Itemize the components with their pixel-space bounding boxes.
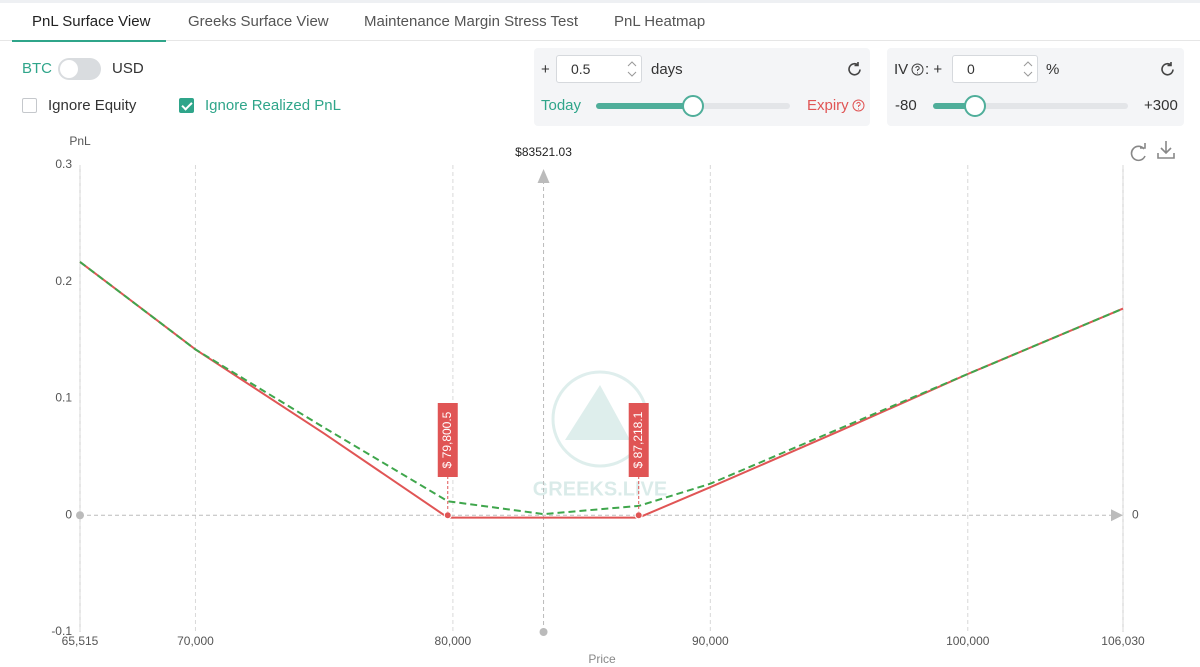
y-tick-label: -0.1: [51, 624, 72, 638]
breakeven-label: $ 79,800.5: [440, 411, 454, 468]
tab[interactable]: Maintenance Margin Stress Test: [364, 13, 578, 30]
iv-label: IV: [894, 61, 909, 78]
help-icon[interactable]: [852, 99, 865, 112]
checkbox-label[interactable]: Ignore Realized PnL: [205, 97, 341, 114]
spinner[interactable]: [1023, 59, 1033, 79]
help-icon[interactable]: [911, 63, 924, 76]
chart-icons: [1130, 141, 1175, 162]
zero-label: 0: [1132, 507, 1139, 521]
currency-toggle[interactable]: [58, 58, 101, 80]
checkbox-label[interactable]: Ignore Equity: [48, 97, 137, 114]
current-price-dot: [539, 628, 548, 636]
series-line: [79, 261, 1124, 516]
zero-dot: [76, 511, 84, 520]
slider-fill: [933, 103, 974, 109]
checkbox[interactable]: [179, 98, 194, 113]
unit: %: [1046, 61, 1060, 78]
time-panel: + 0.5 days Today Expiry: [534, 48, 870, 126]
currency-right: USD: [112, 60, 144, 77]
input-value: 0: [967, 61, 975, 77]
reset-icon[interactable]: [846, 61, 863, 78]
currency-left: BTC: [22, 60, 52, 77]
spinner[interactable]: [627, 59, 637, 79]
y-tick-label: 0.1: [55, 391, 72, 405]
checkbox[interactable]: [22, 98, 37, 113]
refresh-icon[interactable]: [1130, 143, 1146, 162]
y-axis-label: PnL: [69, 134, 91, 148]
slider-min: -80: [895, 97, 917, 114]
y-tick-label: 0: [65, 507, 72, 521]
prefix: : +: [925, 61, 943, 78]
x-tick-label: 65,515: [62, 634, 99, 648]
input-value: 0.5: [571, 61, 591, 77]
iv-panel: IV : + 0 % -80 +300: [887, 48, 1184, 126]
watermark: GREEKS.LIVE: [533, 478, 667, 500]
slider-max: +300: [1144, 97, 1178, 114]
breakeven-dot: [443, 511, 452, 520]
y-tick-label: 0.2: [55, 274, 72, 288]
slider-thumb[interactable]: [682, 95, 704, 117]
breakeven-dot: [634, 511, 643, 520]
tab-bar: PnL Surface View Greeks Surface View Mai…: [0, 0, 1200, 42]
reset-icon[interactable]: [1159, 61, 1176, 78]
y-tick-label: 0.3: [55, 157, 72, 171]
active-tab-underline: [12, 40, 166, 42]
slider-thumb[interactable]: [964, 95, 986, 117]
x-tick-label: 80,000: [435, 634, 472, 648]
days-input[interactable]: 0.5: [556, 55, 642, 83]
x-tick-label: 100,000: [946, 634, 990, 648]
slider-start: Today: [541, 97, 582, 114]
tab[interactable]: Greeks Surface View: [188, 13, 329, 30]
current-price-label: $83521.03: [515, 145, 572, 159]
breakeven-box: [628, 403, 649, 477]
x-tick-label: 90,000: [692, 634, 729, 648]
x-tick-label: 70,000: [177, 634, 214, 648]
breakeven-label: $ 87,218.1: [631, 411, 645, 468]
tab[interactable]: PnL Heatmap: [614, 13, 706, 30]
current-price-arrow: [537, 169, 550, 183]
breakeven-box: [437, 403, 458, 477]
x-axis-label: Price: [588, 652, 616, 666]
slider-end: Expiry: [807, 97, 849, 114]
unit: days: [651, 61, 683, 78]
iv-input[interactable]: 0: [952, 55, 1038, 83]
days-slider[interactable]: [596, 95, 790, 117]
prefix: +: [541, 61, 550, 78]
series-line: [79, 261, 1124, 519]
tab[interactable]: PnL Surface View: [32, 13, 151, 30]
iv-slider[interactable]: [933, 95, 1128, 117]
download-icon[interactable]: [1157, 141, 1175, 159]
slider-fill: [596, 103, 692, 109]
x-tick-label: 106,030: [1101, 634, 1145, 648]
zero-arrow: [1111, 509, 1123, 522]
